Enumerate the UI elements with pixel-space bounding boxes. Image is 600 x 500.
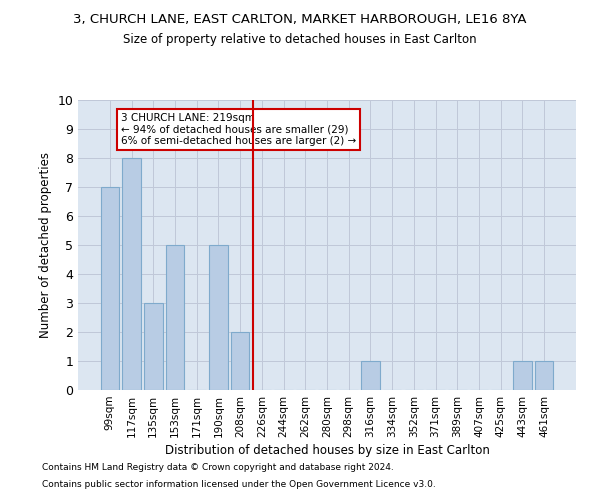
Bar — [144, 303, 163, 390]
Bar — [361, 361, 380, 390]
Bar — [231, 332, 250, 390]
Bar — [209, 245, 227, 390]
Y-axis label: Number of detached properties: Number of detached properties — [39, 152, 52, 338]
Bar — [101, 187, 119, 390]
Text: Contains HM Land Registry data © Crown copyright and database right 2024.: Contains HM Land Registry data © Crown c… — [42, 464, 394, 472]
X-axis label: Distribution of detached houses by size in East Carlton: Distribution of detached houses by size … — [164, 444, 490, 457]
Bar — [166, 245, 184, 390]
Text: 3 CHURCH LANE: 219sqm
← 94% of detached houses are smaller (29)
6% of semi-detac: 3 CHURCH LANE: 219sqm ← 94% of detached … — [121, 113, 356, 146]
Bar — [513, 361, 532, 390]
Bar — [535, 361, 553, 390]
Bar — [122, 158, 141, 390]
Text: Contains public sector information licensed under the Open Government Licence v3: Contains public sector information licen… — [42, 480, 436, 489]
Text: 3, CHURCH LANE, EAST CARLTON, MARKET HARBOROUGH, LE16 8YA: 3, CHURCH LANE, EAST CARLTON, MARKET HAR… — [73, 12, 527, 26]
Text: Size of property relative to detached houses in East Carlton: Size of property relative to detached ho… — [123, 32, 477, 46]
